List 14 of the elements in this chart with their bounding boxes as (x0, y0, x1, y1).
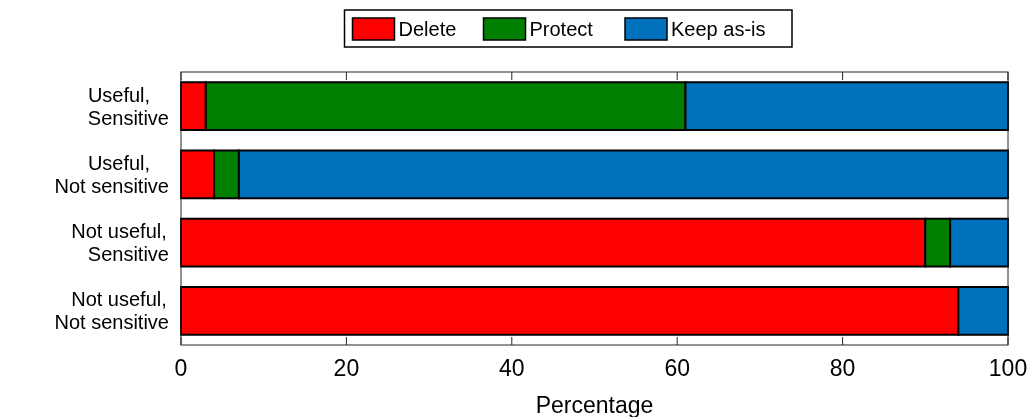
x-tick-label: 20 (333, 355, 360, 381)
x-tick-label: 100 (988, 355, 1028, 381)
x-tick-label: 40 (499, 355, 525, 381)
y-tick-label: Useful, Not sensitive (54, 151, 169, 197)
y-tick-label: Not useful, Not sensitive (54, 288, 169, 334)
legend-label: Protect (529, 18, 594, 40)
x-axis-title: Percentage (535, 392, 654, 417)
legend-label: Delete (398, 18, 457, 40)
y-tick-label: Useful, Sensitive (87, 83, 169, 129)
legend-label: Keep as-is (671, 18, 766, 40)
x-tick-label: 0 (174, 355, 188, 381)
x-tick-label: 80 (829, 355, 856, 381)
x-tick-label: 60 (664, 355, 690, 381)
y-tick-label: Not useful, Sensitive (71, 220, 169, 266)
